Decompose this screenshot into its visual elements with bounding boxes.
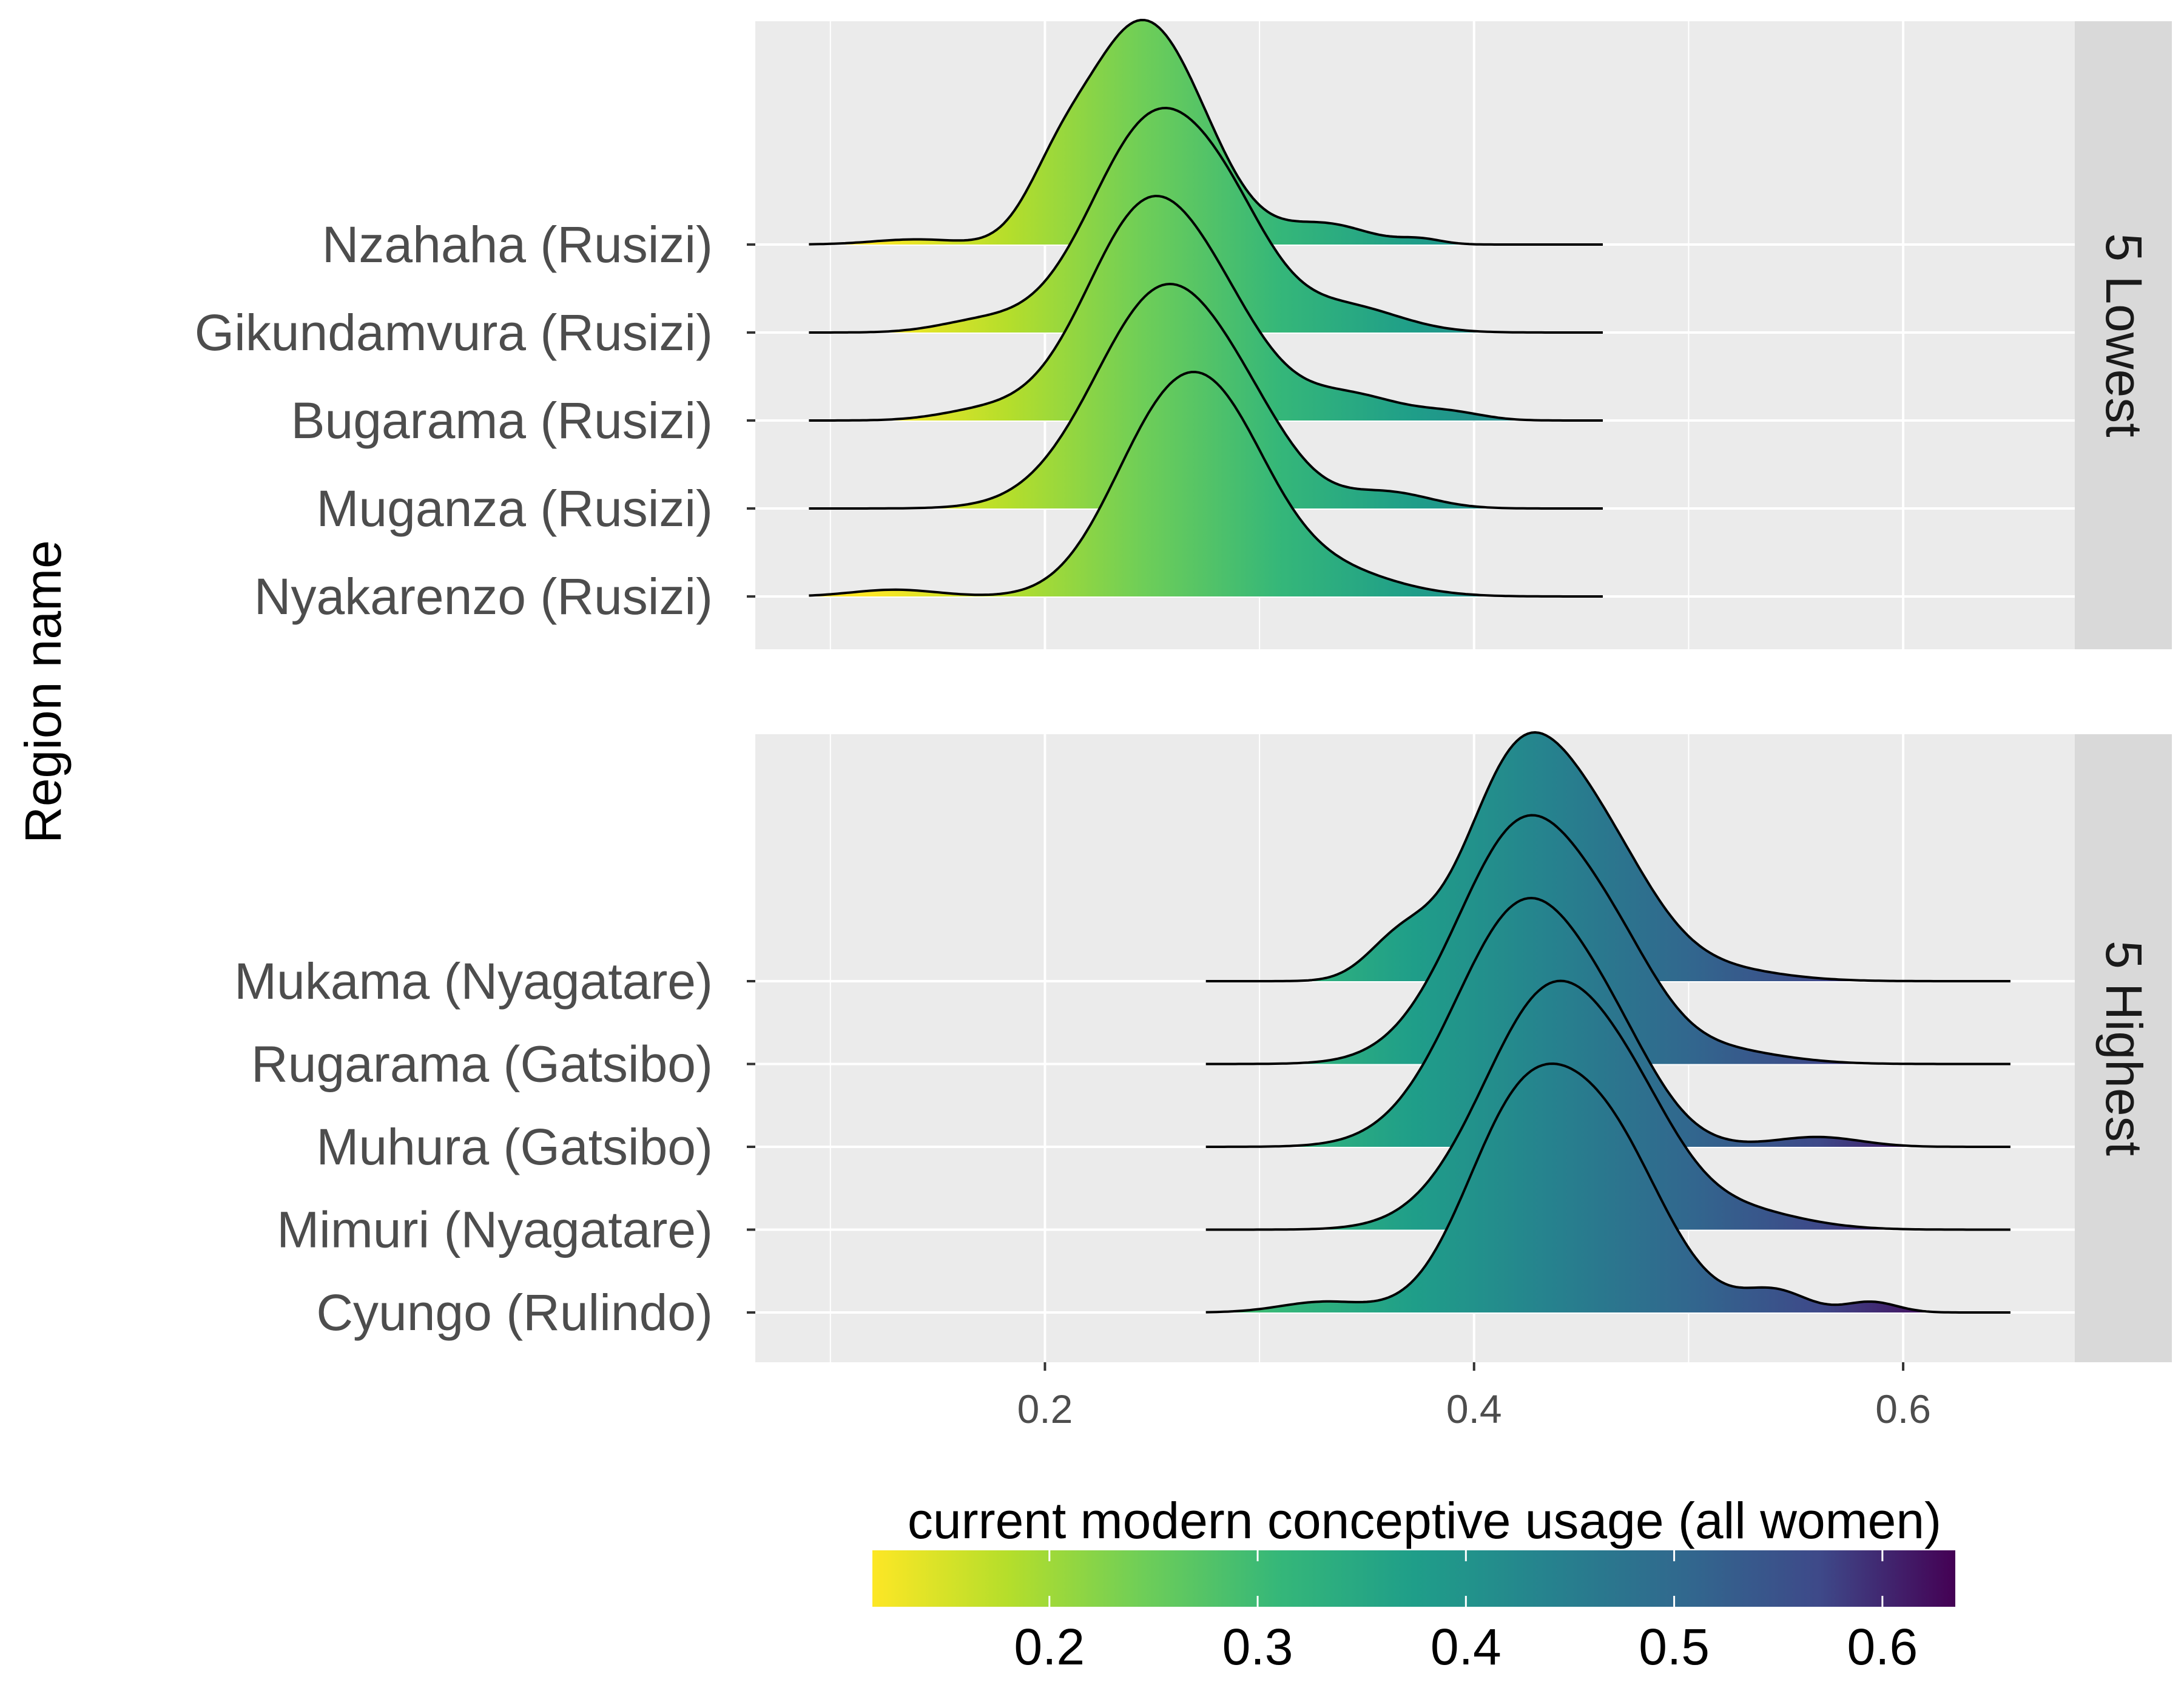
colorbar-tick-label: 0.3 xyxy=(1222,1618,1293,1675)
ridge-outline xyxy=(1205,979,2010,1231)
colorbar-ticks: 0.2 0.3 0.4 0.5 0.6 xyxy=(1014,1550,1918,1675)
ridge-fill xyxy=(1205,1064,2010,1312)
region-label: Nyakarenzo (Rusizi) xyxy=(254,568,713,625)
x-tick-label: 0.4 xyxy=(1446,1387,1502,1431)
region-label: Nzahaha (Rusizi) xyxy=(322,216,713,273)
strip-label: 5 Lowest xyxy=(2095,233,2152,437)
x-axis: 0.2 0.4 0.6 xyxy=(1017,1362,1931,1431)
ridge-fill xyxy=(809,108,1603,333)
ridge-outline xyxy=(1205,731,2010,982)
ridge-fill xyxy=(1205,732,2010,981)
ridge-fill xyxy=(1205,815,2010,1064)
region-label: Muganza (Rusizi) xyxy=(316,480,713,537)
ridge-outline xyxy=(809,107,1603,334)
ridge-outline xyxy=(1205,1062,2010,1314)
colorbar-tick-label: 0.4 xyxy=(1431,1618,1502,1675)
ridge-outline xyxy=(809,283,1603,510)
panel-lowest: Nzahaha (Rusizi) Gikundamvura (Rusizi) Bug… xyxy=(195,19,2075,649)
ridge-outline xyxy=(809,371,1603,598)
facet-strips: 5 Lowest 5 Highest xyxy=(2075,21,2172,1362)
facet-strip: 5 Lowest xyxy=(2075,21,2172,649)
region-label: Mimuri (Nyagatare) xyxy=(277,1201,713,1258)
ridge-fill xyxy=(809,20,1603,245)
y-axis-title: Region name xyxy=(15,540,72,843)
colorbar-title: current modern conceptive usage (all wom… xyxy=(908,1492,1941,1549)
colorbar-tick-label: 0.2 xyxy=(1014,1618,1085,1675)
strip-label: 5 Highest xyxy=(2095,941,2152,1156)
region-label: Gikundamvura (Rusizi) xyxy=(195,304,713,361)
ridge-outline xyxy=(809,19,1603,246)
x-tick-label: 0.6 xyxy=(1875,1387,1931,1431)
panels: Nzahaha (Rusizi) Gikundamvura (Rusizi) Bug… xyxy=(195,19,2075,1362)
strip-background xyxy=(2075,734,2172,1362)
panel-highest: Mukama (Nyagatare) Rugarama (Gatsibo) Muhu… xyxy=(234,731,2075,1362)
region-label: Bugarama (Rusizi) xyxy=(291,392,713,449)
region-label: Mukama (Nyagatare) xyxy=(234,953,713,1010)
colorbar-tick-label: 0.6 xyxy=(1847,1618,1918,1675)
ridge-outline xyxy=(1205,814,2010,1066)
colorbar-tick-label: 0.5 xyxy=(1639,1618,1710,1675)
colorbar-legend: current modern conceptive usage (all wom… xyxy=(872,1492,1955,1675)
panel-background xyxy=(755,21,2075,649)
facet-strip: 5 Highest xyxy=(2075,734,2172,1362)
x-tick-label: 0.2 xyxy=(1017,1387,1073,1431)
ridge-outline xyxy=(1205,897,2010,1148)
region-label: Cyungo (Rulindo) xyxy=(316,1284,713,1341)
ridge-fill xyxy=(809,372,1603,596)
strip-background xyxy=(2075,21,2172,649)
colorbar xyxy=(872,1550,1955,1607)
ridge-outline xyxy=(809,195,1603,422)
region-label: Muhura (Gatsibo) xyxy=(316,1118,713,1175)
region-label: Rugarama (Gatsibo) xyxy=(251,1036,713,1093)
